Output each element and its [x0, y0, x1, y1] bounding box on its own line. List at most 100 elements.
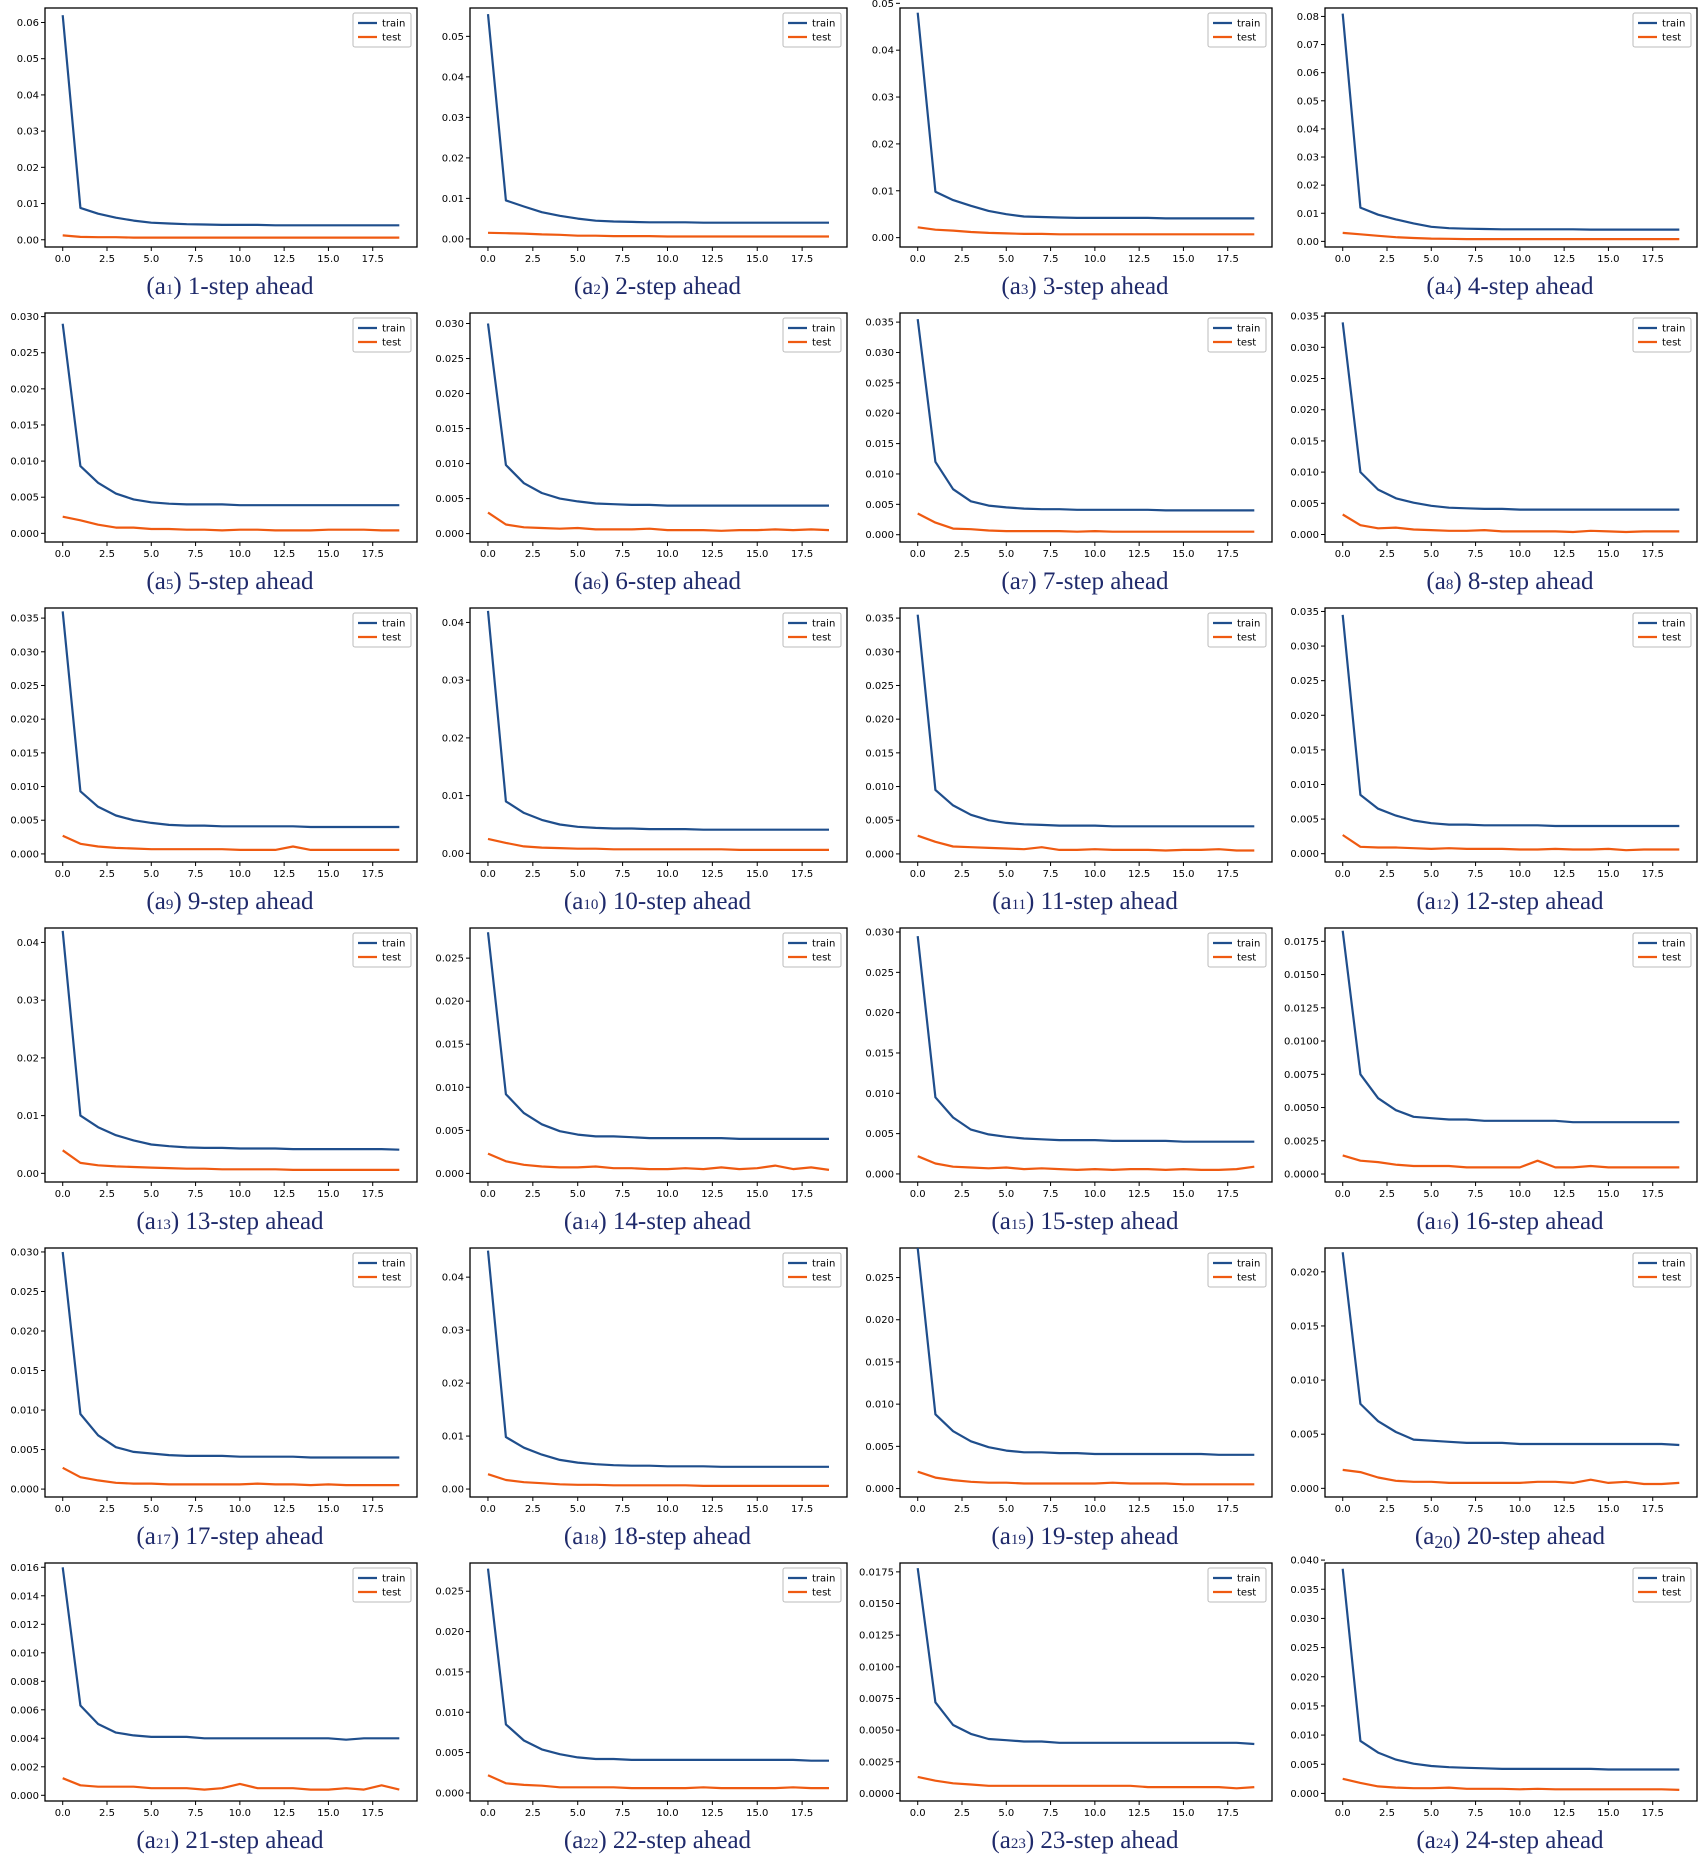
legend-label-train: train — [812, 1574, 835, 1585]
x-tick-label: 17.5 — [1642, 1808, 1664, 1819]
plot-frame — [899, 1247, 1273, 1498]
chart-panel: 0.00 0.01 0.02 0.03 0.04 0.05 0.0 2.5 5.0 7.5 10.0… — [425, 0, 855, 305]
y-tick-label: 0.04 — [442, 1273, 464, 1284]
x-tick-label: 0.0 — [910, 549, 926, 560]
y-tick-label: 0.035 — [865, 318, 894, 329]
x-tick-label: 12.5 — [1553, 254, 1575, 265]
y-tick-label: 0.020 — [435, 389, 464, 400]
legend-box — [352, 932, 412, 968]
x-tick-label: 7.5 — [1043, 1189, 1059, 1200]
y-tick-label: 0.000 — [435, 529, 464, 540]
x-tick-label: 5.0 — [1423, 549, 1439, 560]
x-tick-label: 12.5 — [1553, 1189, 1575, 1200]
y-tick-label: 0.00 — [1297, 237, 1319, 248]
y-tick-label: 0.035 — [865, 614, 894, 625]
chart-panel: 0.00 0.01 0.02 0.03 0.04 0.05 0.06 0.0 2.5 5.0 7.5… — [0, 0, 425, 305]
y-tick-label: 0.03 — [872, 93, 894, 104]
y-tick-label: 0.03 — [17, 127, 39, 138]
x-tick-label: 12.5 — [701, 869, 723, 880]
x-tick-label: 7.5 — [615, 254, 631, 265]
x-tick-label: 12.5 — [273, 1504, 295, 1515]
x-tick-label: 5.0 — [143, 869, 159, 880]
x-tick-label: 7.5 — [1468, 254, 1484, 265]
chart-panel: 0.000 0.005 0.010 0.015 0.020 0.0 2.5 5.0 7.5 10.… — [1280, 1240, 1705, 1555]
x-tick-label: 0.0 — [1335, 1808, 1351, 1819]
x-tick-label: 17.5 — [791, 869, 813, 880]
x-tick-label: 0.0 — [910, 254, 926, 265]
line-chart: 0.00 0.01 0.02 0.03 0.04 0.0 2.5 5.0 7.5 10.0 12.5… — [17, 927, 418, 1200]
y-tick-label: 0.030 — [1290, 343, 1319, 354]
x-tick-label: 7.5 — [188, 1189, 204, 1200]
x-tick-label: 17.5 — [1642, 254, 1664, 265]
x-tick-label: 12.5 — [1128, 1504, 1150, 1515]
y-tick-label: 0.01 — [442, 194, 464, 205]
x-tick-label: 7.5 — [615, 1808, 631, 1819]
y-tick-label: 0.00 — [17, 1169, 39, 1180]
y-tick-label: 0.005 — [865, 500, 894, 511]
panel-caption: (a1) 1-step ahead — [146, 273, 314, 300]
x-tick-label: 2.5 — [1379, 1504, 1395, 1515]
x-tick-label: 15.0 — [1597, 254, 1619, 265]
y-tick-label: 0.005 — [865, 1442, 894, 1453]
legend-label-train: train — [382, 1259, 405, 1270]
legend-box — [782, 12, 842, 48]
y-tick-label: 0.04 — [442, 618, 464, 629]
plot-frame — [469, 1562, 848, 1802]
x-tick-label: 17.5 — [362, 1189, 384, 1200]
panel-caption: (a2) 2-step ahead — [573, 273, 742, 300]
test-series-line — [62, 834, 400, 851]
y-tick-label: 0.005 — [10, 816, 39, 827]
chart-panel: 0.000 0.005 0.010 0.015 0.020 0.025 0.030 0.035… — [855, 305, 1280, 600]
y-tick-label: 0.010 — [1290, 780, 1319, 791]
y-tick-label: 0.010 — [1290, 1376, 1319, 1387]
y-tick-label: 0.005 — [1290, 1760, 1319, 1771]
legend-box — [1207, 12, 1267, 48]
y-tick-label: 0.04 — [17, 938, 39, 949]
line-chart: 0.000 0.005 0.010 0.015 0.020 0.025 0.030 0.0 2.… — [865, 927, 1273, 1200]
x-tick-label: 17.5 — [1642, 869, 1664, 880]
train-series-line — [1341, 1568, 1680, 1771]
legend-box — [352, 1567, 412, 1603]
x-tick-label: 12.5 — [701, 549, 723, 560]
y-tick-label: 0.030 — [10, 1247, 39, 1258]
x-tick-label: 5.0 — [1423, 254, 1439, 265]
x-tick-label: 5.0 — [570, 1808, 586, 1819]
y-tick-label: 0.040 — [1290, 1556, 1319, 1567]
x-tick-label: 7.5 — [188, 549, 204, 560]
x-tick-label: 17.5 — [791, 1504, 813, 1515]
train-series-line — [486, 1568, 829, 1762]
x-tick-label: 10.0 — [1509, 869, 1531, 880]
test-series-line — [62, 1149, 400, 1171]
chart-panel: 0.000 0.005 0.010 0.015 0.020 0.025 0.0 2.5 5.0 7… — [425, 920, 855, 1240]
x-tick-label: 12.5 — [1128, 254, 1150, 265]
x-tick-label: 17.5 — [1642, 549, 1664, 560]
x-tick-label: 7.5 — [1468, 1189, 1484, 1200]
x-tick-label: 12.5 — [1553, 1504, 1575, 1515]
y-tick-label: 0.005 — [10, 493, 39, 504]
y-tick-label: 0.020 — [1290, 1267, 1319, 1278]
test-series-line — [917, 226, 1255, 236]
y-tick-label: 0.01 — [17, 199, 39, 210]
y-tick-label: 0.02 — [1297, 181, 1319, 192]
y-tick-label: 0.03 — [442, 113, 464, 124]
test-series-line — [62, 234, 400, 239]
y-tick-label: 0.0050 — [859, 1726, 894, 1737]
panel-caption: (a20) 20-step ahead — [1414, 1523, 1606, 1552]
legend-label-test: test — [1237, 953, 1256, 964]
x-tick-label: 15.0 — [1172, 549, 1194, 560]
x-tick-label: 15.0 — [746, 1808, 768, 1819]
x-tick-label: 10.0 — [229, 1189, 251, 1200]
legend-box — [1207, 1252, 1267, 1288]
y-tick-label: 0.010 — [10, 782, 39, 793]
x-tick-label: 2.5 — [99, 1808, 115, 1819]
y-tick-label: 0.0050 — [1284, 1103, 1319, 1114]
chart-panel: 0.0000 0.0025 0.0050 0.0075 0.0100 0.0125 0.01… — [1280, 920, 1705, 1240]
line-chart: 0.000 0.005 0.010 0.015 0.020 0.0 2.5 5.0 7.5 10.… — [1290, 1247, 1698, 1515]
plot-frame — [44, 927, 418, 1183]
test-series-line — [487, 1152, 830, 1171]
x-tick-label: 17.5 — [791, 254, 813, 265]
x-tick-label: 0.0 — [55, 1189, 71, 1200]
test-series-line — [917, 1155, 1255, 1171]
y-tick-label: 0.025 — [865, 1273, 894, 1284]
y-tick-label: 0.000 — [865, 849, 894, 860]
